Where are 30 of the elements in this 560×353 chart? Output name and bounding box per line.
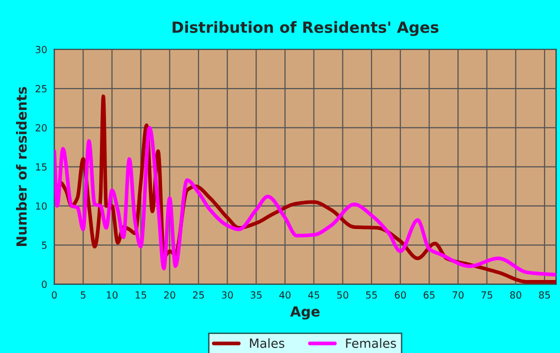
x-tick-label: 50 (337, 291, 348, 299)
y-tick-label: 5 (42, 242, 47, 249)
x-tick-label: 15 (136, 291, 146, 299)
y-tick-label: 30 (36, 46, 47, 54)
legend-label: Males (250, 338, 284, 348)
x-tick-label: 80 (510, 291, 522, 299)
x-tick-label: 30 (222, 291, 233, 299)
legend-label: Females (346, 338, 396, 348)
chart-title: Distribution of Residents' Ages (172, 21, 438, 36)
x-tick-label: 85 (539, 291, 550, 299)
y-tick-label: 10 (36, 202, 47, 210)
x-tick-label: 20 (164, 291, 176, 299)
y-tick-label: 0 (42, 280, 47, 288)
x-tick-label: 75 (481, 291, 492, 299)
x-tick-label: 70 (452, 291, 464, 299)
y-axis-title: Number of residents (16, 87, 27, 246)
x-tick-label: 45 (308, 291, 320, 299)
x-tick-label: 5 (80, 291, 86, 299)
x-tick-label: 0 (52, 291, 57, 299)
x-tick-label: 25 (193, 291, 204, 299)
y-tick-label: 20 (36, 124, 47, 132)
x-tick-label: 10 (106, 291, 118, 299)
x-tick-label: 55 (366, 291, 377, 299)
y-tick-label: 15 (36, 163, 47, 171)
x-axis-title: Age (290, 306, 320, 320)
y-tick-label: 25 (36, 85, 47, 92)
x-tick-label: 35 (250, 291, 262, 299)
x-tick-label: 60 (394, 291, 406, 299)
x-tick-label: 65 (424, 291, 435, 299)
x-tick-label: 40 (279, 291, 291, 299)
